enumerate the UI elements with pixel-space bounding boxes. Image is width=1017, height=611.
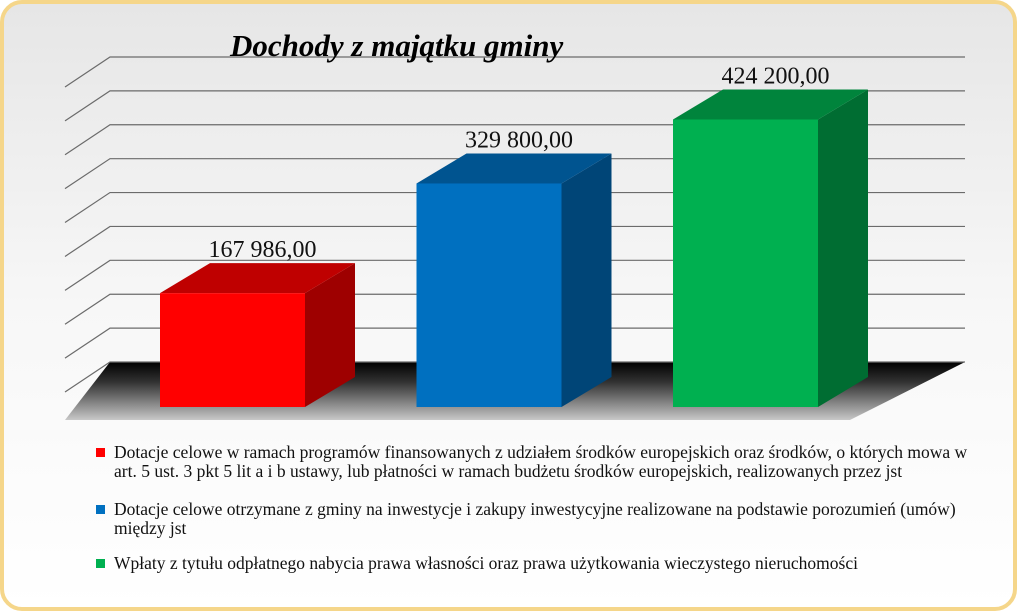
legend-swatch bbox=[96, 505, 105, 514]
data-label: 329 800,00 bbox=[465, 127, 573, 153]
legend-label: Dotacje celowe w ramach programów finans… bbox=[114, 442, 968, 481]
bar-side bbox=[305, 263, 355, 407]
bar-top bbox=[416, 153, 612, 184]
bar bbox=[416, 183, 562, 407]
bar bbox=[160, 293, 305, 407]
grid-line bbox=[64, 56, 965, 88]
chart-title: Dochody z majątku gminy bbox=[229, 28, 564, 63]
bar-side bbox=[818, 89, 868, 407]
legend-item: Dotacje celowe w ramach programów finans… bbox=[96, 443, 976, 481]
legend-label: Wpłaty z tytułu odpłatnego nabycia prawa… bbox=[114, 553, 858, 573]
grid-line bbox=[64, 90, 965, 122]
bar-top bbox=[160, 263, 355, 294]
data-label: 424 200,00 bbox=[722, 63, 830, 89]
bar-top bbox=[673, 89, 868, 120]
legend-swatch bbox=[96, 448, 105, 457]
legend-label: Dotacje celowe otrzymane z gminy na inwe… bbox=[114, 499, 956, 538]
bar-side bbox=[561, 153, 612, 407]
legend-item: Wpłaty z tytułu odpłatnego nabycia prawa… bbox=[96, 554, 976, 573]
legend-item: Dotacje celowe otrzymane z gminy na inwe… bbox=[96, 500, 976, 538]
legend-swatch bbox=[96, 559, 105, 568]
bar bbox=[673, 119, 818, 407]
data-label: 167 986,00 bbox=[209, 237, 317, 263]
